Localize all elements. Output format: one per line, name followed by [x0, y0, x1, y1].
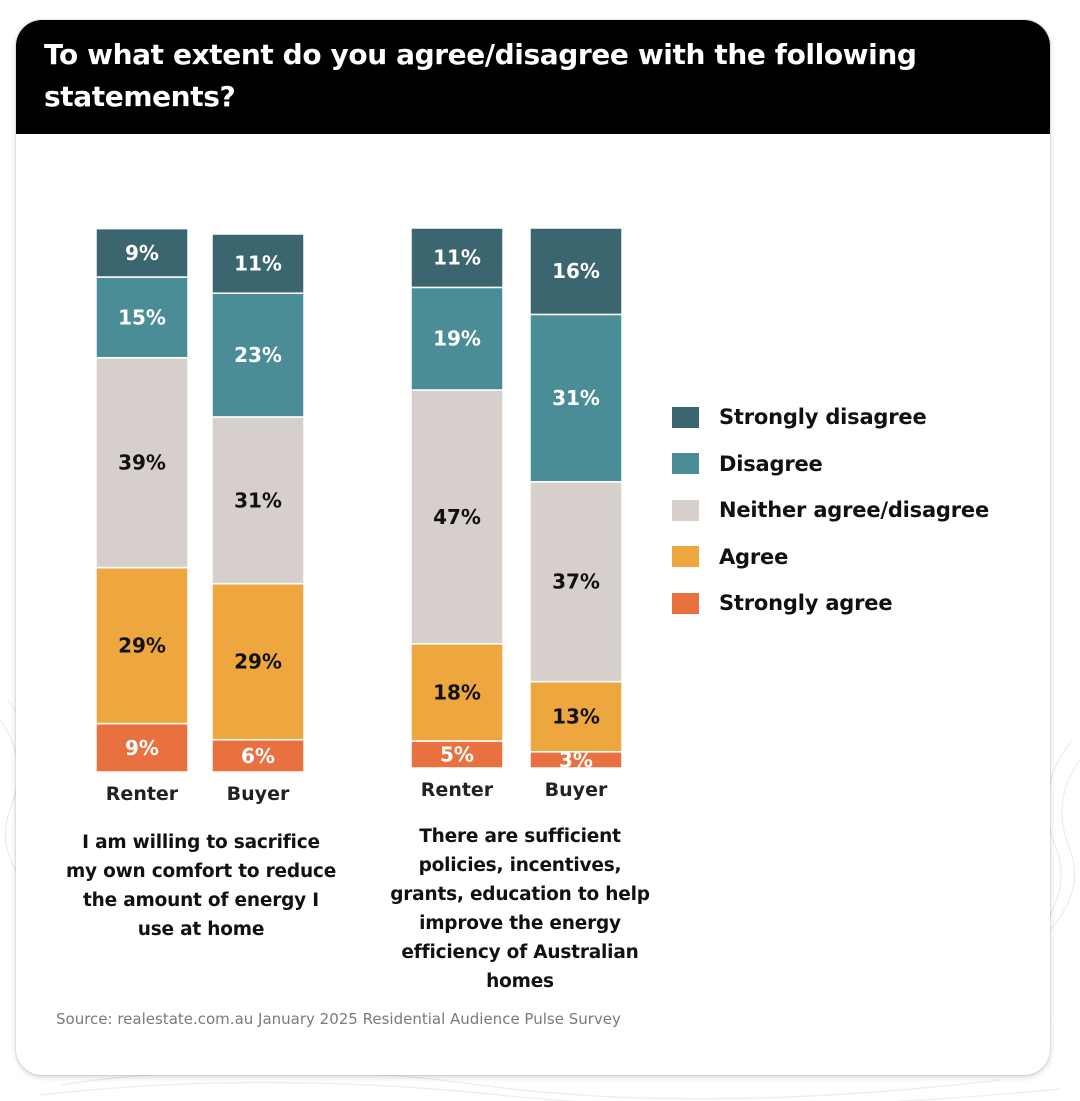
bar-segment-strongly-disagree-renter [95, 227, 189, 278]
source-note: Source: realestate.com.au January 2025 R… [56, 1010, 621, 1028]
category-label-buyer: Buyer [545, 779, 608, 801]
chart-1-caption: I am willing to sacrifice my own comfort… [65, 832, 337, 940]
bar-segment-disagree-buyer [211, 292, 305, 418]
legend-item-disagree: Disagree [672, 441, 989, 488]
legend-item-agree: Agree [672, 534, 989, 581]
chart-2-caption: There are sufficient policies, incentive… [390, 826, 650, 992]
data-label: 23% [234, 343, 282, 367]
legend: Strongly disagree Disagree Neither agree/d… [672, 394, 989, 627]
bar-segment-strongly-disagree-renter [410, 227, 504, 289]
legend-swatch [672, 546, 699, 568]
data-label: 47% [433, 505, 481, 529]
bar-segment-strongly-agree-buyer [211, 738, 305, 773]
category-label-renter: Renter [421, 779, 494, 801]
stacked-bar-charts: 9% 29% 39% 15% 9% Renter 6% 29% 31% 23% 11% Buyer 5%… [95, 227, 623, 805]
legend-label: Agree [719, 544, 789, 569]
bar-segment-strongly-agree-renter [410, 740, 504, 769]
data-label: 31% [234, 488, 282, 512]
data-label: 6% [241, 744, 275, 768]
legend-item-strongly-disagree: Strongly disagree [672, 394, 989, 441]
bar-segment-agree-renter [410, 643, 504, 742]
data-label: 9% [125, 241, 159, 265]
data-label: 13% [552, 705, 600, 729]
bar-segment-neither-agree-disagree-buyer [211, 416, 305, 585]
chart-title: To what extent do you agree/disagree wit… [44, 38, 917, 113]
category-label-renter: Renter [106, 783, 179, 805]
bar-segment-neither-agree-disagree-renter [95, 356, 189, 569]
legend-swatch [672, 406, 699, 428]
data-label: 5% [440, 743, 474, 767]
bar-segment-disagree-renter [410, 286, 504, 391]
data-label: 29% [234, 650, 282, 674]
legend-label: Strongly agree [719, 591, 893, 616]
chart-card: To what extent do you agree/disagree wit… [16, 20, 1050, 1075]
bar-segment-disagree-renter [95, 276, 189, 359]
bar-segment-strongly-agree-renter [95, 722, 189, 773]
legend-swatch [672, 499, 699, 521]
legend-item-neither: Neither agree/disagree [672, 487, 989, 534]
legend-swatch [672, 453, 699, 475]
bar-segment-agree-buyer [529, 680, 623, 753]
legend-item-strongly-agree: Strongly agree [672, 580, 989, 627]
bar-segment-strongly-disagree-buyer [529, 227, 623, 316]
data-label: 37% [552, 570, 600, 594]
data-label: 39% [118, 451, 166, 475]
bar-segment-neither-agree-disagree-renter [410, 389, 504, 645]
title-bar: To what extent do you agree/disagree wit… [16, 20, 1050, 134]
data-label: 31% [552, 386, 600, 410]
legend-label: Neither agree/disagree [719, 498, 990, 523]
legend-label: Strongly disagree [719, 405, 927, 430]
data-label: 29% [118, 634, 166, 658]
legend-swatch [672, 592, 699, 614]
bar-segment-neither-agree-disagree-buyer [529, 481, 623, 683]
category-label-buyer: Buyer [227, 783, 290, 805]
data-label: 15% [118, 305, 166, 329]
data-label: 19% [433, 327, 481, 351]
data-label: 16% [552, 259, 600, 283]
legend-label: Disagree [719, 451, 823, 476]
data-label: 18% [433, 680, 481, 704]
data-label: 11% [234, 252, 282, 276]
data-label: 11% [433, 246, 481, 270]
bar-segment-disagree-buyer [529, 313, 623, 483]
bar-segment-agree-renter [95, 566, 189, 725]
data-label: 9% [125, 736, 159, 760]
bar-segment-strongly-disagree-buyer [211, 233, 305, 294]
